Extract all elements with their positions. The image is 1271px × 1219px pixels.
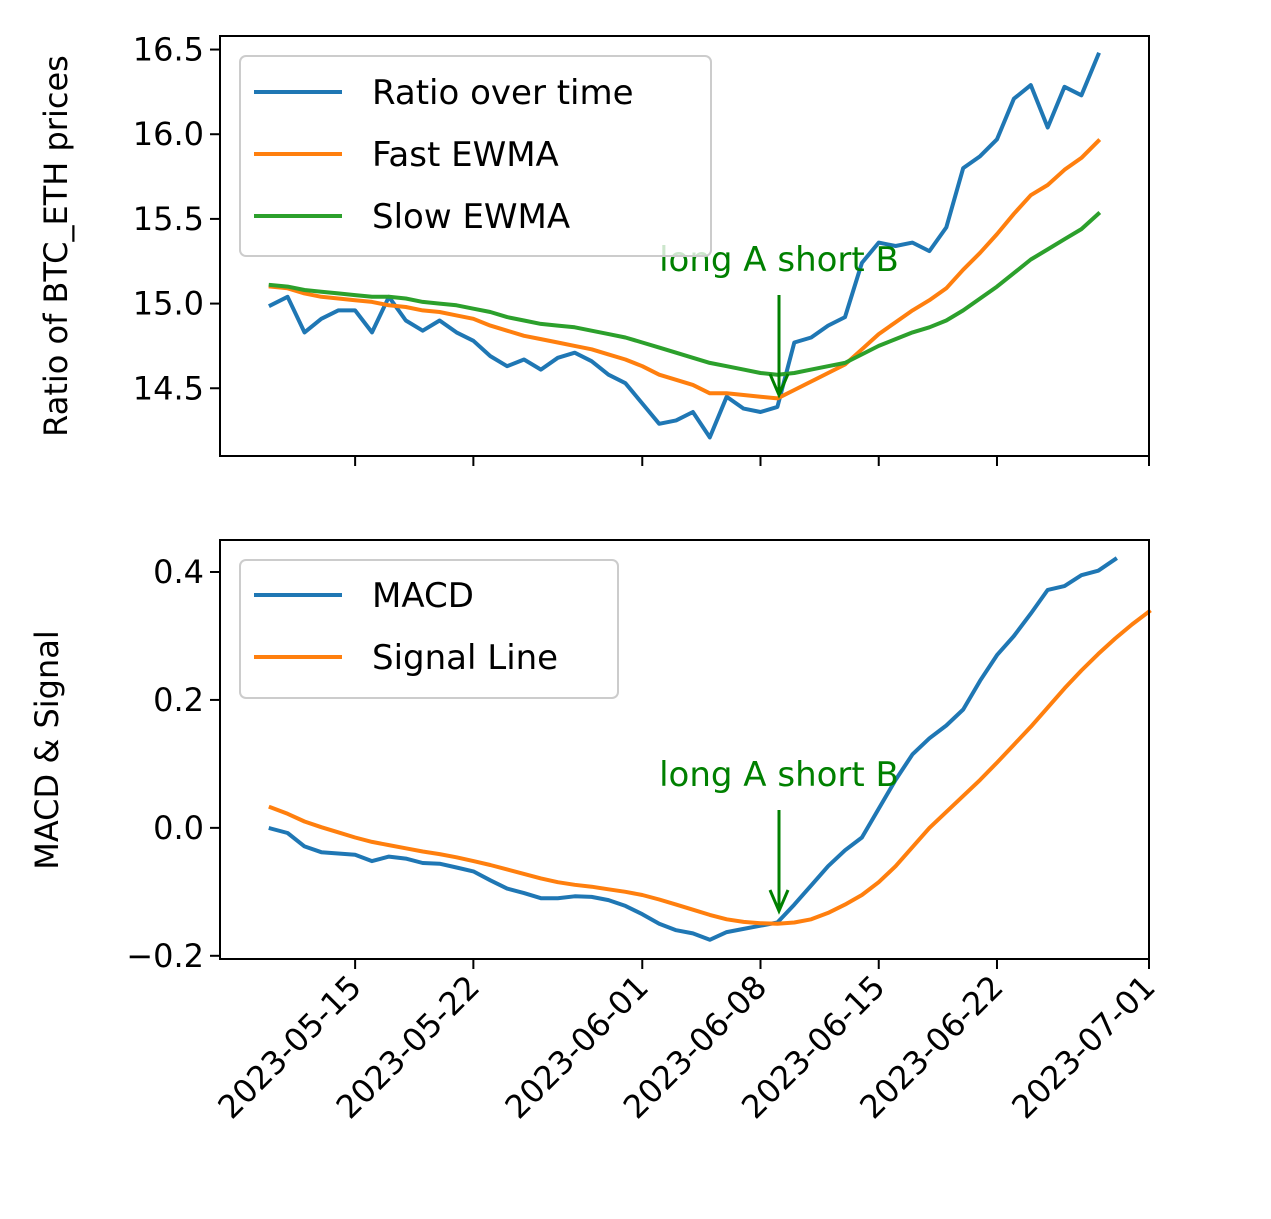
macd-legend: MACD Signal Line — [239, 559, 619, 699]
ratio-series-layer — [268, 51, 1102, 440]
macd-axes-frame — [219, 539, 1150, 960]
macd-y-tick-label: 0.4 — [153, 553, 204, 591]
macd-y-tick-label: −0.2 — [126, 937, 204, 975]
ratio-line-fast-ewma — [268, 138, 1102, 401]
ratio-line-slow-ewma — [268, 210, 1102, 377]
ratio-legend: Ratio over time Fast EWMA Slow EWMA — [239, 55, 712, 257]
ratio-y-tick-label: 14.5 — [133, 369, 204, 407]
macd-annotation-text: long A short B — [659, 755, 899, 795]
macd-annotation: long A short B — [659, 755, 899, 915]
macd-series-layer — [268, 556, 1152, 942]
legend-label-fast-ewma: Fast EWMA — [372, 135, 559, 175]
legend-label-ratio: Ratio over time — [372, 73, 634, 113]
macd-line-signal-line — [268, 608, 1152, 926]
macd-y-axis-label: MACD & Signal — [28, 630, 66, 870]
ratio-axes-frame — [219, 35, 1150, 457]
legend-label-macd: MACD — [372, 576, 474, 616]
ratio-annotation-arrowhead — [768, 373, 790, 399]
ratio-y-tick-label: 16.0 — [133, 115, 204, 153]
ratio-legend-box — [239, 55, 712, 257]
ratio-y-ticks: 14.5 15.0 15.5 16.0 16.5 — [133, 31, 220, 407]
macd-line-macd — [268, 556, 1118, 942]
macd-y-tick-label: 0.0 — [153, 809, 204, 847]
macd-y-tick-label: 0.2 — [153, 681, 204, 719]
ratio-y-tick-label: 15.0 — [133, 285, 204, 323]
legend-label-slow-ewma: Slow EWMA — [372, 197, 570, 237]
ratio-y-tick-label: 16.5 — [133, 31, 204, 69]
ratio-y-tick-label: 15.5 — [133, 200, 204, 238]
macd-y-ticks: −0.2 0.0 0.2 0.4 — [126, 553, 220, 975]
ratio-y-axis-label: Ratio of BTC_ETH prices — [37, 55, 75, 437]
legend-label-signal-line: Signal Line — [372, 638, 558, 678]
ratio-panel: 14.5 15.0 15.5 16.0 16.5 Ratio of BTC_ETH pr… — [37, 31, 1150, 466]
ratio-x-ticks — [354, 456, 1150, 466]
macd-annotation-arrowhead — [768, 889, 790, 915]
ratio-line-ratio-over-time — [268, 51, 1101, 440]
